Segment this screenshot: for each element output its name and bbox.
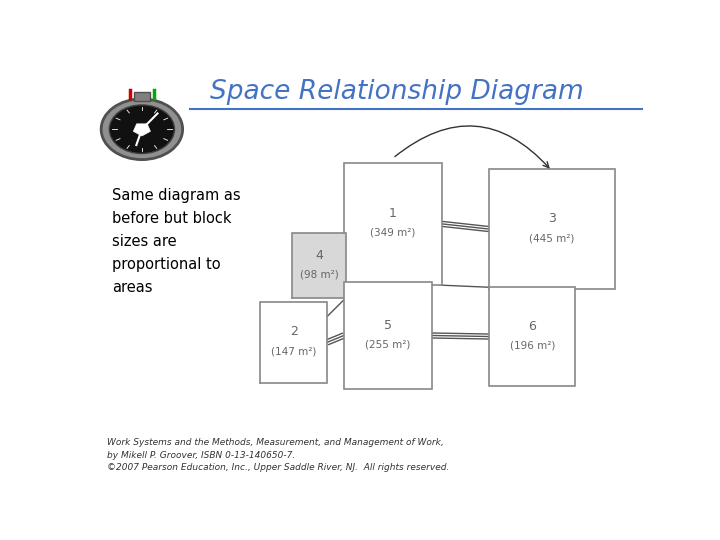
Text: (445 m²): (445 m²) bbox=[529, 233, 575, 243]
Text: 3: 3 bbox=[548, 212, 556, 225]
Circle shape bbox=[109, 105, 174, 153]
FancyBboxPatch shape bbox=[344, 163, 441, 285]
Text: 2: 2 bbox=[289, 326, 297, 339]
Circle shape bbox=[101, 99, 183, 160]
FancyBboxPatch shape bbox=[133, 92, 150, 100]
Text: Same diagram as
before but block
sizes are
proportional to
areas: Same diagram as before but block sizes a… bbox=[112, 188, 241, 295]
Text: (349 m²): (349 m²) bbox=[370, 228, 415, 238]
Text: (147 m²): (147 m²) bbox=[271, 347, 316, 356]
FancyBboxPatch shape bbox=[489, 287, 575, 386]
Text: Space Relationship Diagram: Space Relationship Diagram bbox=[210, 79, 584, 105]
Text: (255 m²): (255 m²) bbox=[365, 340, 410, 349]
FancyBboxPatch shape bbox=[260, 302, 327, 383]
FancyBboxPatch shape bbox=[344, 282, 432, 389]
FancyBboxPatch shape bbox=[292, 233, 346, 298]
Text: 1: 1 bbox=[389, 207, 397, 220]
Text: (196 m²): (196 m²) bbox=[510, 341, 555, 350]
Text: (98 m²): (98 m²) bbox=[300, 269, 338, 280]
Text: 5: 5 bbox=[384, 319, 392, 332]
Text: 6: 6 bbox=[528, 320, 536, 333]
Text: 4: 4 bbox=[315, 248, 323, 261]
Polygon shape bbox=[133, 124, 150, 136]
FancyBboxPatch shape bbox=[489, 168, 615, 289]
Text: Work Systems and the Methods, Measurement, and Management of Work,
by Mikell P. : Work Systems and the Methods, Measuremen… bbox=[107, 438, 449, 472]
